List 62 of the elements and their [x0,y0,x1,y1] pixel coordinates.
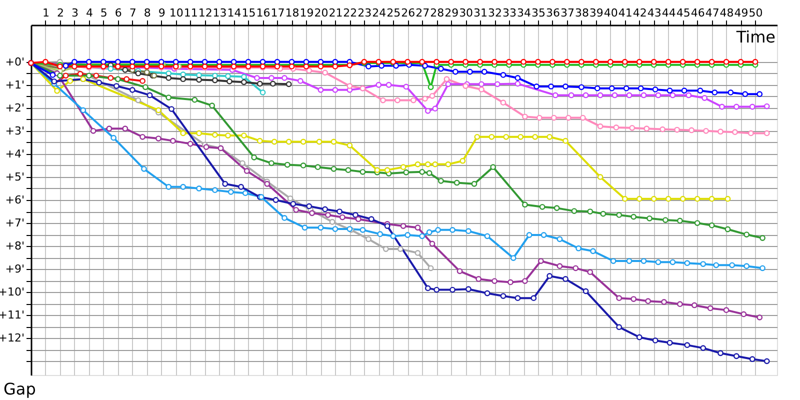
x-tick-label: 12 [198,6,212,20]
x-tick-label: 4 [86,6,93,20]
x-tick-label: 20 [314,6,328,20]
x-tick-label: 1 [42,6,50,20]
x-tick-label: 50 [748,6,763,20]
x-tick-label: 14 [227,6,242,20]
x-tick-label: 19 [300,6,314,20]
y-tick-label: +3' [5,124,24,138]
x-tick-label: 24 [372,6,386,20]
y-tick-label: +5' [5,170,24,184]
x-tick-label: 43 [647,6,662,20]
x-tick-label: 28 [430,6,444,20]
x-tick-label: 15 [242,6,256,20]
x-tick-label: 32 [488,6,502,20]
x-tick-label: 3 [71,6,78,20]
x-tick-label: 49 [734,6,748,20]
x-tick-label: 42 [632,6,647,20]
x-tick-label: 16 [256,6,270,20]
y-tick-label: +1' [5,78,24,92]
y-tick-label: +6' [5,194,24,206]
x-tick-label: 9 [158,6,166,20]
x-tick-label: 39 [589,6,604,20]
y-tick-label: +2' [5,101,24,114]
x-tick-label: 34 [517,6,532,20]
x-tick-label: 23 [358,6,372,20]
x-tick-label: 38 [574,6,589,20]
x-tick-label: 25 [386,6,401,20]
y-tick-label: +0' [5,55,24,68]
x-tick-label: 41 [618,6,632,20]
y-tick-label: +4' [5,147,24,160]
x-tick-label: 46 [690,6,705,20]
x-tick-label: 37 [560,6,574,20]
x-tick-label: 8 [144,6,151,20]
x-axis-title: Time [735,28,776,46]
x-tick-label: 45 [676,6,690,20]
x-tick-label: 35 [531,6,546,20]
x-tick-label: 48 [720,6,734,20]
y-tick-label: +8' [5,240,24,253]
x-tick-label: 2 [56,6,64,20]
x-tick-label: 7 [129,6,136,20]
x-tick-label: 26 [401,6,416,20]
y-tick-label: +9' [5,262,24,276]
x-tick-label: 6 [114,6,122,20]
x-tick-label: 27 [416,6,430,20]
x-tick-label: 29 [444,6,459,20]
x-tick-label: 47 [705,6,720,20]
x-tick-label: 30 [459,6,474,20]
x-tick-label: 22 [343,6,358,20]
x-tick-label: 31 [474,6,488,20]
x-tick-label: 44 [662,6,676,20]
x-tick-label: 13 [212,6,227,20]
x-tick-label: 11 [184,6,198,20]
x-tick-label: 33 [502,6,517,20]
y-axis-title: Gap [4,380,36,398]
x-tick-label: 5 [100,6,108,20]
y-tick-label: +7' [5,216,24,230]
x-tick-label: 10 [169,6,184,20]
x-tick-label: 36 [546,6,560,20]
x-tick-label: 40 [604,6,618,20]
x-tick-label: 17 [270,6,285,20]
x-tick-label: 18 [285,6,300,20]
x-tick-label: 21 [328,6,343,20]
